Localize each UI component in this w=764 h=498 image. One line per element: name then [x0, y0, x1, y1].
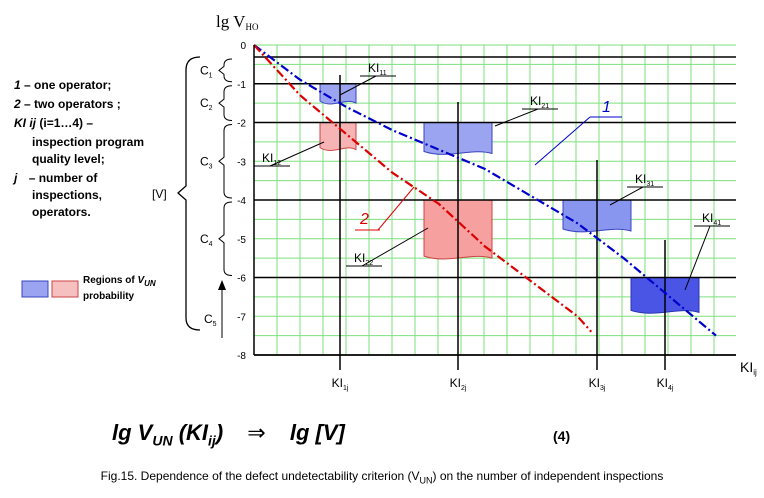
level-brace [218, 124, 233, 199]
formula-arg: (KI [178, 420, 209, 445]
brace-label: C3 [200, 154, 213, 170]
vun-region [319, 122, 357, 151]
series-line-1 [253, 44, 717, 337]
formula-right: lg [V] [289, 420, 345, 445]
region-leader [339, 75, 377, 96]
y-axis-label: lg VНО [216, 12, 259, 32]
x-tick-label: KI2j [450, 376, 467, 392]
y-tick-label: -5 [237, 235, 246, 246]
caption-after: ) on the number of independent inspectio… [432, 469, 664, 483]
vun-region [319, 83, 357, 105]
series-1-leader [534, 116, 591, 166]
region-legend-label: Regions of VUN probability [83, 274, 156, 303]
series-label-1: 1 [602, 99, 611, 116]
brace-label: C1 [200, 63, 213, 79]
legend-line7: inspections, [32, 188, 103, 202]
legend-line3-sym: KI ij [14, 116, 37, 130]
region-leader [609, 186, 644, 206]
series-line-2 [253, 44, 593, 333]
region-legend-sym: V [137, 275, 145, 286]
y-tick-label: 0 [240, 41, 246, 52]
figure-caption: Fig.15. Dependence of the defect undetec… [0, 469, 764, 485]
legend-line6-text: – number of [28, 171, 98, 185]
x-tick-label: KI1j [332, 376, 349, 392]
formula-arg-close: ) [215, 420, 224, 445]
region-label: KI12 [262, 151, 281, 167]
y-tick-label: -1 [237, 80, 246, 91]
y-tick-label: -2 [237, 119, 246, 130]
legend-line8: operators. [32, 205, 91, 219]
level-brace [218, 201, 233, 276]
chart-canvas: 0 -1 -2 -3 -4 -5 -6 -7 -8 lg VНО KIij KI1j KI2j KI3j K… [21, 12, 757, 392]
region-legend-text2: probability [83, 291, 135, 302]
legend-swatch-blue [21, 280, 49, 298]
region-legend-sub: UN [144, 279, 156, 288]
legend-line3-text: (i=1…4) – [39, 116, 94, 130]
formula-arrow: ⇒ [247, 420, 266, 445]
y-tick-label: -8 [237, 351, 246, 362]
region-leader [494, 108, 539, 127]
legend-line5: quality level; [32, 152, 105, 166]
formula: lg VUN (KIij) ⇒ lg [V] [112, 420, 345, 448]
inspection-lines [339, 75, 666, 370]
region-label: KI21 [530, 94, 549, 110]
region-label: KI41 [702, 211, 721, 227]
region-legend-text: Regions of [83, 275, 135, 286]
caption-sub: UN [419, 475, 433, 486]
series-label-2: 2 [359, 211, 369, 228]
big-bracket [177, 56, 201, 331]
brace-label: C5 [204, 312, 217, 328]
regions [319, 83, 700, 314]
legend-line1-text: – one operator; [24, 78, 112, 92]
level-brace [218, 58, 233, 83]
region-leader [684, 225, 711, 291]
formula-left-sub: UN [152, 432, 173, 449]
region-label: KI22 [354, 251, 373, 267]
legend-line6-sym: j [14, 171, 18, 185]
equation-number: (4) [553, 428, 571, 444]
series-lines [253, 44, 717, 337]
bracket-label: [V] [152, 187, 167, 201]
legend-line4: inspection program [32, 135, 145, 149]
legend-line1-num: 1 [14, 78, 21, 92]
region-leader [361, 227, 429, 267]
annotations: KI11 KI12 KI21 KI22 KI31 KI41 1 2 C1 C2 C3 C4 [V] C5 [21, 56, 730, 338]
formula-arg-sub: ij [208, 432, 216, 449]
level-brace [218, 85, 233, 121]
y-tick-label: -7 [237, 312, 246, 323]
legend-swatch-red [51, 280, 79, 298]
x-axis-label: KIij [740, 359, 757, 377]
legend-line2-text: – two operators ; [24, 97, 121, 111]
series-2-leader [377, 186, 415, 231]
c5-arrow-head [218, 280, 226, 290]
brace-label: C2 [200, 96, 213, 112]
region-label: KI11 [368, 61, 387, 77]
brace-label: C4 [200, 232, 213, 248]
region-label: KI31 [635, 172, 654, 188]
y-tick-label: -3 [237, 157, 246, 168]
x-tick-label: KI3j [589, 376, 606, 392]
axes: 0 -1 -2 -3 -4 -5 -6 -7 -8 lg VНО KIij KI1j KI2j KI3j K… [216, 12, 757, 392]
legend-block: 1 – one operator; 2 – two operators ; KI… [14, 78, 144, 220]
caption-before: Fig.15. Dependence of the defect undetec… [100, 469, 420, 483]
legend-line2-num: 2 [14, 97, 21, 111]
y-tick-label: -4 [237, 196, 246, 207]
y-tick-label: -6 [237, 274, 246, 285]
x-tick-label: KI4j [657, 376, 674, 392]
region-leader [269, 141, 325, 167]
formula-left: lg V [112, 420, 153, 445]
